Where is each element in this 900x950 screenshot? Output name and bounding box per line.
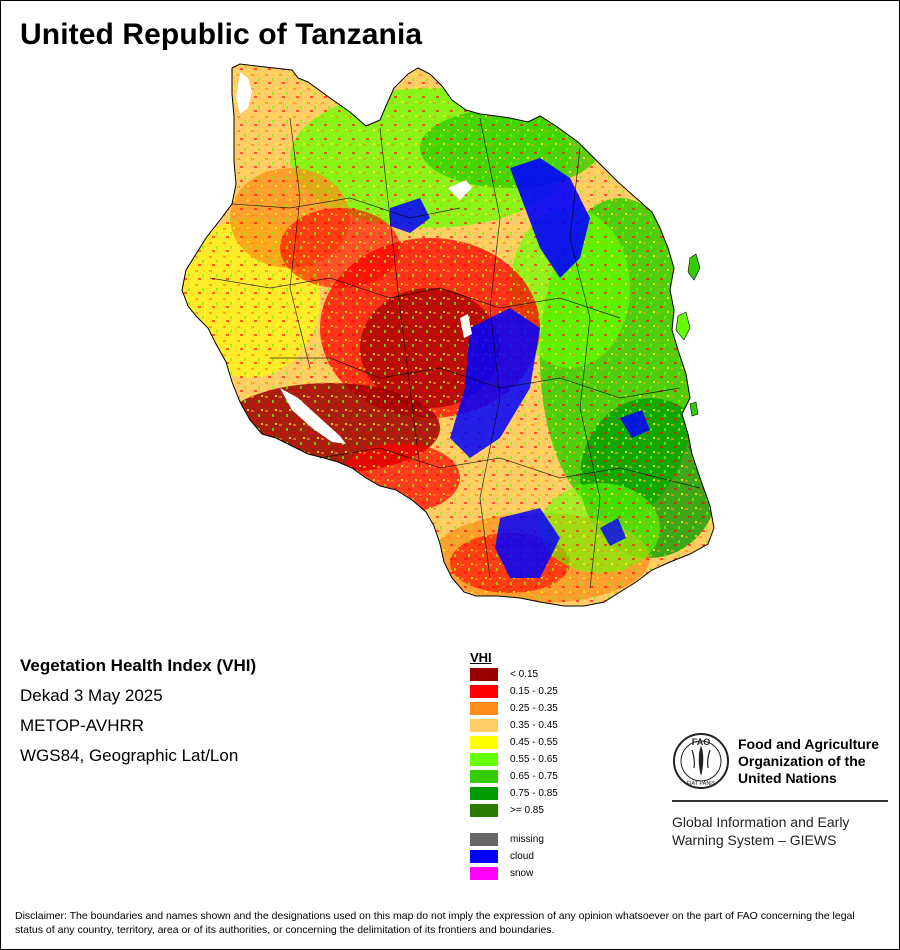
legend-item: 0.35 - 0.45 [470, 719, 558, 732]
fao-logo-icon: FAO FIAT PANIS [673, 733, 729, 789]
legend-label: 0.65 - 0.75 [510, 771, 558, 782]
legend-title: VHI [470, 650, 492, 665]
legend-label: 0.25 - 0.35 [510, 703, 558, 714]
vhi-map [181, 63, 715, 607]
legend-swatch [470, 753, 498, 766]
legend-item: cloud [470, 850, 534, 863]
legend-swatch [470, 804, 498, 817]
legend-label: 0.55 - 0.65 [510, 754, 558, 765]
giews-line2: Warning System – GIEWS [672, 832, 837, 848]
legend-label: 0.45 - 0.55 [510, 737, 558, 748]
giews-line1: Global Information and Early [672, 814, 850, 830]
legend-label: >= 0.85 [510, 805, 544, 816]
legend-item: 0.25 - 0.35 [470, 702, 558, 715]
legend-item: < 0.15 [470, 668, 538, 681]
map-title: United Republic of Tanzania [20, 18, 423, 51]
lake-eyasi [448, 180, 472, 200]
legend-label: 0.75 - 0.85 [510, 788, 558, 799]
legend-item: snow [470, 867, 533, 880]
lake-rukwa [280, 388, 346, 444]
legend-swatch [470, 668, 498, 681]
legend-item: >= 0.85 [470, 804, 544, 817]
period-label: Dekad 3 May 2025 [20, 686, 163, 705]
legend: VHI < 0.15 0.15 - 0.25 0.25 - 0.35 0.35 - 0… [470, 650, 558, 880]
legend-item: missing [470, 833, 544, 846]
legend-label: < 0.15 [510, 669, 539, 680]
legend-swatch [470, 833, 498, 846]
legend-swatch [470, 736, 498, 749]
legend-item: 0.75 - 0.85 [470, 787, 558, 800]
lake-victoria-edge [236, 72, 252, 114]
zanzibar-island [675, 311, 691, 341]
legend-item: 0.45 - 0.55 [470, 736, 558, 749]
index-name: Vegetation Health Index (VHI) [20, 656, 257, 675]
fao-logo-text: FAO [692, 737, 711, 747]
legend-label: missing [510, 834, 544, 845]
legend-swatch [470, 787, 498, 800]
legend-swatch [470, 770, 498, 783]
fao-block: FAO FIAT PANIS Food and Agriculture Orga… [672, 732, 888, 849]
mafia-island [689, 401, 699, 417]
legend-swatch [470, 867, 498, 880]
fao-name-line1: Food and Agriculture [738, 735, 880, 752]
legend-swatch [470, 702, 498, 715]
projection-label: WGS84, Geographic Lat/Lon [20, 746, 239, 765]
legend-swatch [470, 719, 498, 732]
fao-logo-motto: FIAT PANIS [686, 781, 715, 787]
fao-name-line2: Organization of the [738, 752, 866, 769]
legend-label: 0.15 - 0.25 [510, 686, 558, 697]
legend-label: snow [510, 868, 534, 879]
pemba-island [687, 253, 701, 281]
legend-item: 0.65 - 0.75 [470, 770, 558, 783]
fao-divider [672, 800, 888, 802]
legend-swatch [470, 850, 498, 863]
map-info: Vegetation Health Index (VHI) Dekad 3 Ma… [20, 656, 256, 776]
legend-label: 0.35 - 0.45 [510, 720, 558, 731]
legend-label: cloud [510, 851, 534, 862]
legend-item: 0.15 - 0.25 [470, 685, 558, 698]
legend-swatch [470, 685, 498, 698]
disclaimer: Disclaimer: The boundaries and names sho… [15, 910, 855, 936]
legend-item: 0.55 - 0.65 [470, 753, 558, 766]
sensor-label: METOP-AVHRR [20, 716, 145, 735]
fao-name-line3: United Nations [738, 769, 837, 786]
